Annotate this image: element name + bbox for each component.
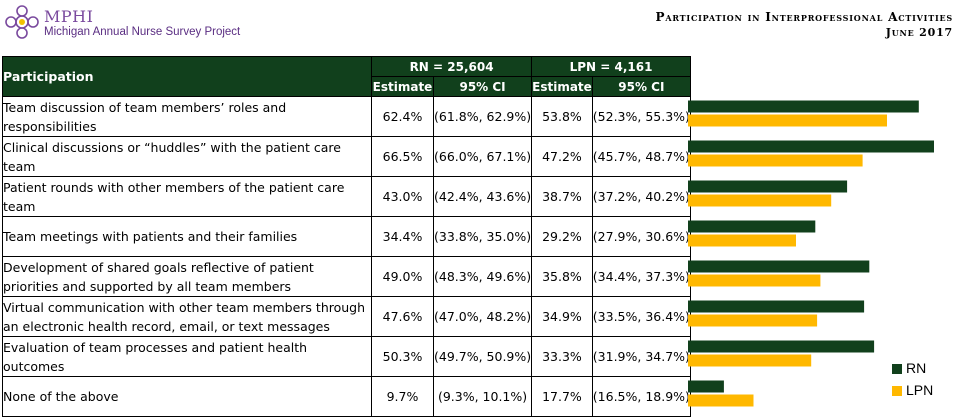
- activity-label: None of the above: [2, 376, 372, 417]
- lpn-ci: (34.4%, 37.3%): [591, 256, 691, 297]
- col-header-rn-estimate: Estimate: [371, 76, 434, 97]
- rn-ci: (9.3%, 10.1%): [432, 376, 533, 417]
- col-header-lpn-ci: 95% CI: [591, 76, 691, 97]
- table-row: Development of shared goals reflective o…: [2, 256, 691, 297]
- col-header-participation: Participation: [2, 56, 372, 97]
- lpn-estimate: 34.9%: [531, 296, 593, 337]
- lpn-estimate: 38.7%: [531, 176, 593, 217]
- table-row: Evaluation of team processes and patient…: [2, 336, 691, 377]
- activity-label: Development of shared goals reflective o…: [2, 256, 372, 297]
- rn-ci: (66.0%, 67.1%): [432, 136, 533, 177]
- table-row: Patient rounds with other members of the…: [2, 176, 691, 217]
- bar-lpn: [688, 354, 812, 367]
- activity-label: Evaluation of team processes and patient…: [2, 336, 372, 377]
- bar-lpn: [688, 394, 754, 407]
- lpn-estimate: 35.8%: [531, 256, 593, 297]
- report-title-line1: Participation in Interprofessional Activ…: [655, 10, 953, 24]
- table-row: Virtual communication with other team me…: [2, 296, 691, 337]
- rn-estimate: 66.5%: [371, 136, 434, 177]
- bar-rn: [688, 220, 816, 233]
- col-header-lpn-estimate: Estimate: [531, 76, 593, 97]
- rn-ci: (42.4%, 43.6%): [432, 176, 533, 217]
- star-logo-icon: [5, 5, 39, 39]
- rn-estimate: 62.4%: [371, 96, 434, 137]
- activity-label: Team discussion of team members’ roles a…: [2, 96, 372, 137]
- lpn-estimate: 53.8%: [531, 96, 593, 137]
- lpn-ci: (52.3%, 55.3%): [591, 96, 691, 137]
- bar-rn: [688, 180, 848, 193]
- participation-table: Participation RN = 25,604 LPN = 4,161 Es…: [2, 56, 691, 417]
- legend-item-rn: RN: [892, 360, 926, 376]
- lpn-ci: (27.9%, 30.6%): [591, 216, 691, 257]
- lpn-ci: (37.2%, 40.2%): [591, 176, 691, 217]
- bar-lpn: [688, 274, 821, 287]
- rn-ci: (48.3%, 49.6%): [432, 256, 533, 297]
- rn-estimate: 49.0%: [371, 256, 434, 297]
- bar-rn: [688, 140, 934, 153]
- activity-label: Virtual communication with other team me…: [2, 296, 372, 337]
- report-title-date: June 2017: [885, 26, 953, 39]
- bar-lpn: [688, 234, 796, 247]
- col-header-rn-ci: 95% CI: [432, 76, 533, 97]
- rn-estimate: 43.0%: [371, 176, 434, 217]
- logo-subtitle: Michigan Annual Nurse Survey Project: [44, 26, 241, 38]
- legend-item-lpn: LPN: [892, 382, 933, 398]
- lpn-estimate: 29.2%: [531, 216, 593, 257]
- lpn-ci: (33.5%, 36.4%): [591, 296, 691, 337]
- rn-ci: (33.8%, 35.0%): [432, 216, 533, 257]
- activity-label: Patient rounds with other members of the…: [2, 176, 372, 217]
- bar-rn: [688, 340, 875, 353]
- table-row: Team meetings with patients and their fa…: [2, 216, 691, 257]
- rn-ci: (61.8%, 62.9%): [432, 96, 533, 137]
- lpn-estimate: 17.7%: [531, 376, 593, 417]
- activity-label: Team meetings with patients and their fa…: [2, 216, 372, 257]
- bar-rn: [688, 100, 919, 113]
- legend-label-rn: RN: [906, 360, 927, 376]
- bar-rn: [688, 260, 870, 273]
- table-row: Clinical discussions or “huddles” with t…: [2, 136, 691, 177]
- lpn-ci: (31.9%, 34.7%): [591, 336, 691, 377]
- legend-swatch-lpn: [892, 386, 902, 397]
- col-group-lpn: LPN = 4,161: [531, 56, 691, 77]
- rn-estimate: 9.7%: [371, 376, 434, 417]
- bar-rn: [688, 380, 724, 393]
- bar-lpn: [688, 114, 887, 127]
- mphi-logo: MPHI Michigan Annual Nurse Survey Projec…: [4, 4, 249, 44]
- bar-lpn: [688, 194, 832, 207]
- rn-estimate: 50.3%: [371, 336, 434, 377]
- rn-estimate: 34.4%: [371, 216, 434, 257]
- logo-name: MPHI: [44, 7, 94, 26]
- col-group-rn: RN = 25,604: [370, 56, 533, 77]
- rn-ci: (49.7%, 50.9%): [432, 336, 533, 377]
- table-row: Team discussion of team members’ roles a…: [2, 96, 691, 137]
- lpn-ci: (45.7%, 48.7%): [591, 136, 691, 177]
- bar-lpn: [688, 314, 818, 327]
- legend-label-lpn: LPN: [906, 382, 934, 398]
- bar-rn: [688, 300, 865, 313]
- activity-label: Clinical discussions or “huddles” with t…: [2, 136, 372, 177]
- lpn-ci: (16.5%, 18.9%): [591, 376, 691, 417]
- lpn-estimate: 33.3%: [531, 336, 593, 377]
- table-row: None of the above 9.7% (9.3%, 10.1%) 17.…: [2, 376, 691, 417]
- bar-lpn: [688, 154, 863, 167]
- report-title: Participation in Interprofessional Activ…: [656, 10, 953, 40]
- rn-estimate: 47.6%: [371, 296, 434, 337]
- lpn-estimate: 47.2%: [531, 136, 593, 177]
- legend-swatch-rn: [892, 364, 902, 375]
- rn-ci: (47.0%, 48.2%): [432, 296, 533, 337]
